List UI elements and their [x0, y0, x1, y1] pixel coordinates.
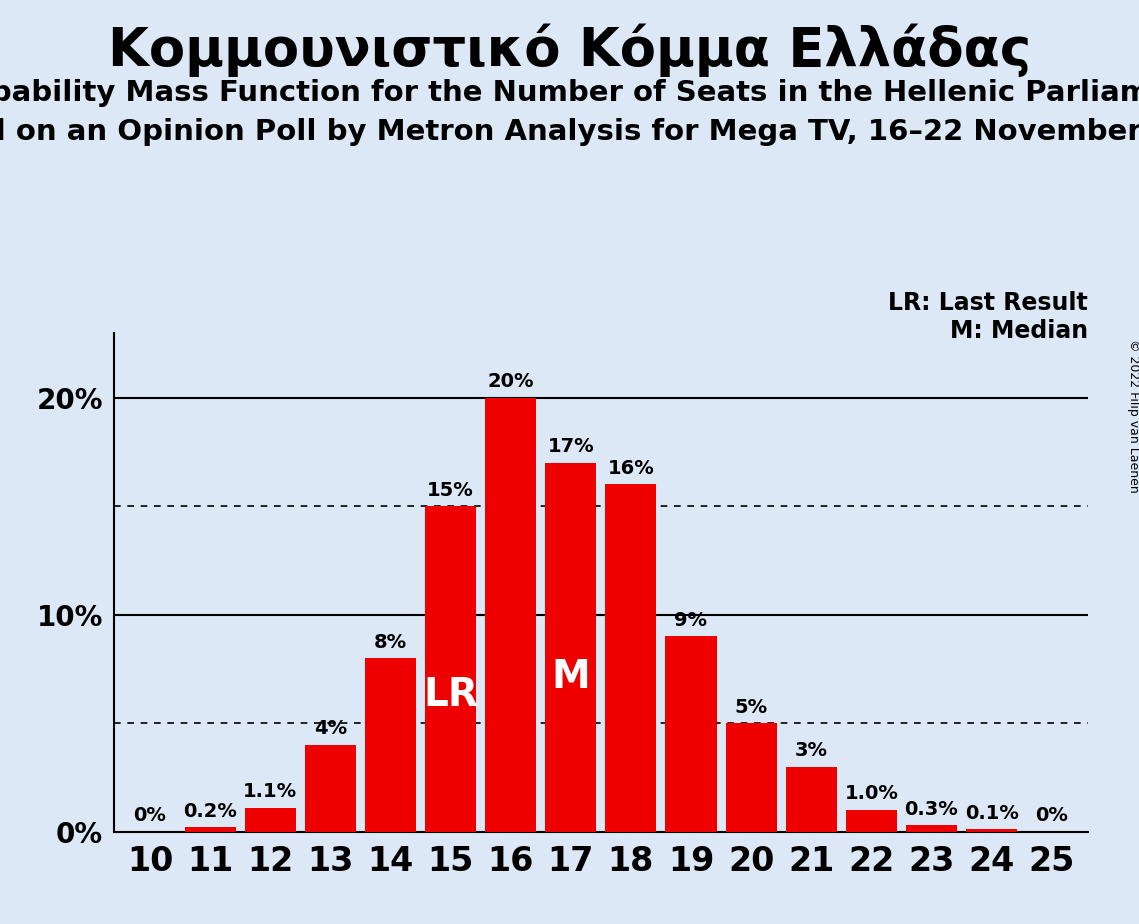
Text: 15%: 15% [427, 480, 474, 500]
Text: 5%: 5% [735, 698, 768, 717]
Bar [245, 808, 296, 832]
Text: Based on an Opinion Poll by Metron Analysis for Mega TV, 16–22 November 2022: Based on an Opinion Poll by Metron Analy… [0, 118, 1139, 146]
Text: © 2022 Filip van Laenen: © 2022 Filip van Laenen [1126, 339, 1139, 492]
Bar [726, 723, 777, 832]
Text: 0.3%: 0.3% [904, 799, 958, 819]
Bar [846, 810, 896, 832]
Text: LR: Last Result: LR: Last Result [888, 291, 1088, 315]
Bar [185, 827, 236, 832]
Text: M: Median: M: Median [950, 319, 1088, 343]
Text: 0.1%: 0.1% [965, 804, 1018, 823]
Text: 16%: 16% [607, 459, 654, 478]
Bar [485, 397, 536, 832]
Text: 4%: 4% [313, 719, 347, 738]
Bar [605, 484, 656, 832]
Text: 17%: 17% [548, 437, 595, 456]
Text: Probability Mass Function for the Number of Seats in the Hellenic Parliament: Probability Mass Function for the Number… [0, 79, 1139, 106]
Bar [966, 830, 1017, 832]
Text: Κομμουνιστικό Κόμμα Ελλάδας: Κομμουνιστικό Κόμμα Ελλάδας [108, 23, 1031, 77]
Text: 9%: 9% [674, 611, 707, 630]
Bar [425, 506, 476, 832]
Text: 0%: 0% [133, 806, 166, 825]
Text: 0.2%: 0.2% [183, 802, 237, 821]
Bar [546, 463, 597, 832]
Bar [665, 637, 716, 832]
Text: 0%: 0% [1035, 806, 1068, 825]
Text: 8%: 8% [374, 633, 407, 651]
Text: 20%: 20% [487, 372, 534, 391]
Bar [364, 658, 416, 832]
Text: LR: LR [423, 676, 478, 714]
Text: 1.0%: 1.0% [844, 784, 899, 803]
Text: 1.1%: 1.1% [243, 783, 297, 801]
Text: M: M [551, 658, 590, 696]
Bar [786, 767, 837, 832]
Bar [305, 745, 355, 832]
Bar [906, 825, 957, 832]
Text: 3%: 3% [795, 741, 828, 760]
